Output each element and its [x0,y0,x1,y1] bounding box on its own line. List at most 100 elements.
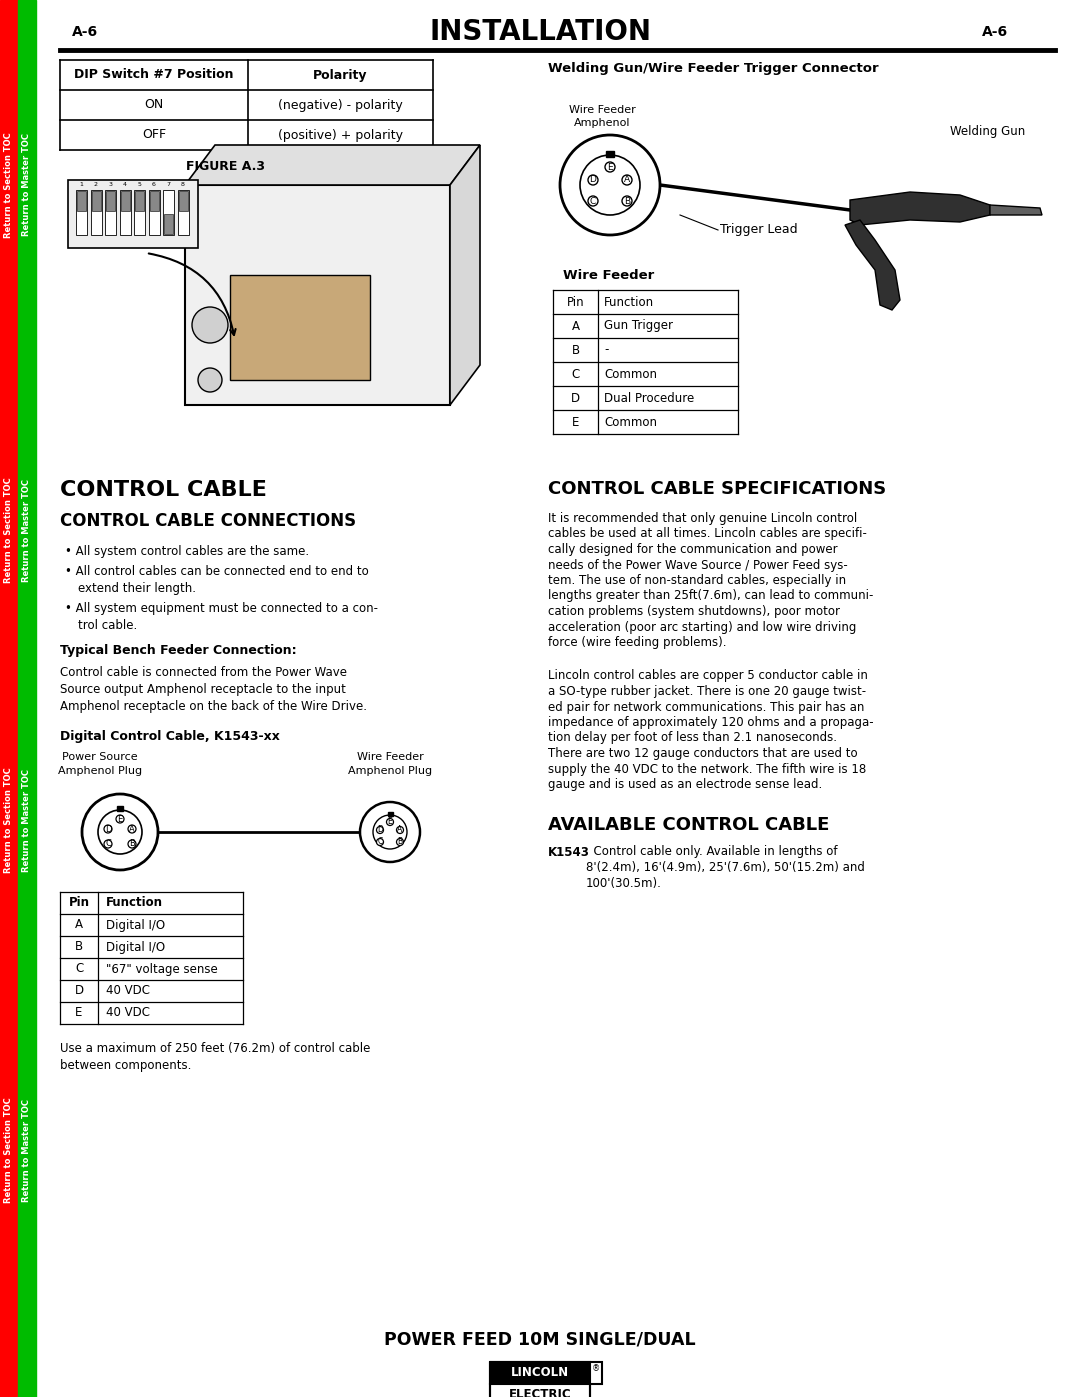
Text: C: C [105,840,111,848]
Text: D: D [75,985,83,997]
Text: 2: 2 [94,182,98,187]
Bar [0,0,18,1397]
Text: supply the 40 VDC to the network. The fifth wire is 18: supply the 40 VDC to the network. The fi… [548,763,866,775]
Bar [92,191,100,211]
Text: A-6: A-6 [982,25,1008,39]
Text: K1543: K1543 [548,845,590,859]
Text: Lincoln control cables are copper 5 conductor cable in: Lincoln control cables are copper 5 cond… [548,669,868,683]
Text: B: B [624,197,630,205]
Circle shape [396,838,404,845]
Text: Dual Procedure: Dual Procedure [604,391,694,405]
Text: Return to Section TOC: Return to Section TOC [4,1097,14,1203]
Text: C: C [377,837,382,847]
Text: ELECTRIC: ELECTRIC [509,1387,571,1397]
Text: acceleration (poor arc starting) and low wire driving: acceleration (poor arc starting) and low… [548,620,856,633]
Text: Amphenol: Amphenol [573,117,631,129]
Text: 8'(2.4m), 16'(4.9m), 25'(7.6m), 50'(15.2m) and: 8'(2.4m), 16'(4.9m), 25'(7.6m), 50'(15.2… [586,861,865,875]
Text: E: E [607,162,612,172]
Text: 7: 7 [166,182,171,187]
Circle shape [561,136,660,235]
Text: Welding Gun/Wire Feeder Trigger Connector: Welding Gun/Wire Feeder Trigger Connecto… [548,61,879,75]
Bar [388,812,392,816]
Text: Trigger Lead: Trigger Lead [720,224,798,236]
Text: B: B [130,840,135,848]
Text: C: C [571,367,580,380]
Text: A: A [571,320,580,332]
Polygon shape [990,205,1042,215]
Text: E: E [118,814,123,823]
Text: Common: Common [604,367,657,380]
Text: • All system equipment must be connected to a con-: • All system equipment must be connected… [65,602,378,615]
Text: CONTROL CABLE: CONTROL CABLE [60,481,267,500]
Text: "67" voltage sense: "67" voltage sense [106,963,218,975]
Text: Return to Section TOC: Return to Section TOC [4,133,14,237]
Circle shape [605,162,615,172]
Circle shape [98,810,141,854]
Text: force (wire feeding problems).: force (wire feeding problems). [548,636,727,650]
Text: Amphenol Plug: Amphenol Plug [58,766,143,775]
Bar [230,275,370,380]
Bar [120,190,131,235]
Text: Welding Gun: Welding Gun [950,124,1025,138]
Text: AVAILABLE CONTROL CABLE: AVAILABLE CONTROL CABLE [548,816,829,834]
Text: Wire Feeder: Wire Feeder [356,752,423,761]
Bar [105,190,116,235]
Text: Return to Section TOC: Return to Section TOC [4,478,14,583]
Text: ®: ® [592,1363,600,1373]
Text: Amphenol receptacle on the back of the Wire Drive.: Amphenol receptacle on the back of the W… [60,700,367,712]
Polygon shape [185,145,480,184]
Text: Pin: Pin [68,897,90,909]
Text: between components.: between components. [60,1059,191,1071]
Text: cables be used at all times. Lincoln cables are specifi-: cables be used at all times. Lincoln cab… [548,528,867,541]
Circle shape [377,827,383,834]
Text: Pin: Pin [567,296,584,309]
Circle shape [588,175,598,184]
Bar [77,191,86,211]
Polygon shape [850,191,990,225]
Text: • All system control cables are the same.: • All system control cables are the same… [65,545,309,557]
Text: needs of the Power Wave Source / Power Feed sys-: needs of the Power Wave Source / Power F… [548,559,848,571]
Text: cally designed for the communication and power: cally designed for the communication and… [548,543,838,556]
Text: (negative) - polarity: (negative) - polarity [279,99,403,112]
Text: 3: 3 [108,182,112,187]
Text: E: E [388,817,392,827]
Bar [135,191,144,211]
Bar [134,190,145,235]
Text: POWER FEED 10M SINGLE/DUAL: POWER FEED 10M SINGLE/DUAL [384,1330,696,1348]
Text: D: D [590,176,596,184]
Circle shape [373,814,407,849]
Text: Digital I/O: Digital I/O [106,918,165,932]
Text: Control cable only. Available in lengths of: Control cable only. Available in lengths… [586,845,837,859]
Text: Polarity: Polarity [313,68,368,81]
Text: A-6: A-6 [72,25,98,39]
Text: a SO-type rubber jacket. There is one 20 gauge twist-: a SO-type rubber jacket. There is one 20… [548,685,866,698]
Circle shape [396,827,404,834]
Text: E: E [571,415,579,429]
Text: ed pair for network communications. This pair has an: ed pair for network communications. This… [548,700,864,714]
Circle shape [129,826,136,833]
Text: Return to Master TOC: Return to Master TOC [23,1098,31,1201]
Text: D: D [377,826,383,834]
Text: CONTROL CABLE CONNECTIONS: CONTROL CABLE CONNECTIONS [60,511,356,529]
Text: A: A [130,824,135,834]
Bar [185,184,450,405]
Bar [490,1362,590,1384]
Circle shape [129,840,136,848]
Circle shape [588,196,598,205]
Text: Gun Trigger: Gun Trigger [604,320,673,332]
Text: Return to Master TOC: Return to Master TOC [23,768,31,872]
Bar [606,151,615,156]
Text: 5: 5 [137,182,141,187]
Text: 1: 1 [80,182,83,187]
Text: extend their length.: extend their length. [78,583,195,595]
Text: Digital Control Cable, K1543-xx: Digital Control Cable, K1543-xx [60,731,280,743]
Text: 6: 6 [152,182,156,187]
Circle shape [580,155,640,215]
Text: OFF: OFF [141,129,166,141]
Polygon shape [845,219,900,310]
Bar [490,1384,590,1397]
Text: E: E [76,1006,83,1020]
Bar [149,191,159,211]
Text: CONTROL CABLE SPECIFICATIONS: CONTROL CABLE SPECIFICATIONS [548,481,887,497]
Bar [18,0,36,1397]
